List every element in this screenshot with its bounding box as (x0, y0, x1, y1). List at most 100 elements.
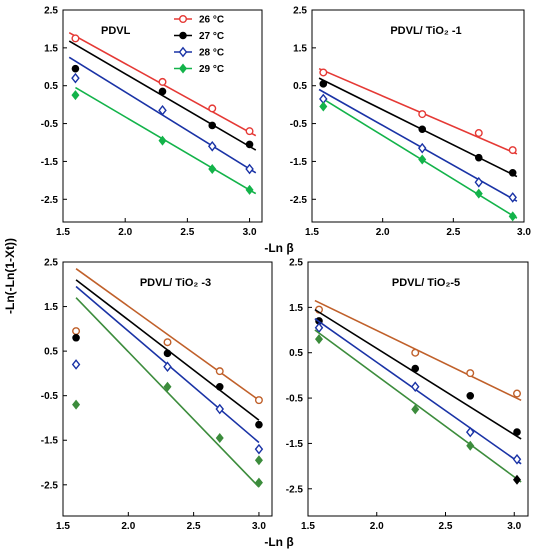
data-point (319, 101, 328, 112)
series-4 (72, 297, 263, 488)
data-point (410, 381, 420, 393)
x-tick-label: 3.0 (252, 521, 266, 532)
y-tick-label: -0.5 (290, 119, 308, 130)
x-tick-label: 2.5 (180, 227, 194, 238)
fit-line (314, 308, 522, 440)
data-point (508, 168, 517, 177)
data-point (208, 121, 217, 130)
panel-3: 1.5 2.0 2.5 3.0 2.5 1.5 0.5 -0.5 -1.5 -2.5 PDVL/ T… (41, 258, 273, 532)
series-1 (72, 268, 263, 405)
series-2 (72, 279, 263, 429)
panel-title: PDVL (101, 25, 131, 37)
data-point (71, 64, 80, 73)
legend-marker (179, 31, 187, 40)
data-point (72, 333, 80, 342)
plot-frame (307, 261, 529, 517)
data-point (418, 125, 427, 134)
x-tick-label: 1.5 (305, 227, 319, 238)
panel-1: 1.5 2.0 2.5 3.0 2.5 1.5 0.5 -0.5 -1.5 -2.5 PDVL 26 … (41, 6, 263, 238)
data-point (245, 140, 254, 149)
series-1 (318, 67, 518, 155)
y-tick-label: 1.5 (44, 302, 58, 313)
data-point (207, 140, 217, 152)
y-axis-label: -Ln(-Ln(1-Xt)) (3, 238, 17, 314)
data-point (163, 361, 172, 373)
data-point (163, 381, 172, 392)
legend-label: 27 °C (199, 31, 224, 42)
data-point (158, 87, 167, 96)
data-point (245, 127, 254, 136)
x-axis-label-top: -Ln β (264, 241, 293, 255)
data-point (465, 426, 475, 438)
data-point (474, 153, 483, 162)
y-tick-label: -2.5 (286, 484, 304, 495)
data-point (418, 154, 427, 165)
data-point (163, 338, 172, 347)
data-point (71, 72, 80, 84)
data-point (208, 104, 217, 113)
series-3 (71, 285, 264, 455)
y-tick-label: -1.5 (41, 436, 59, 447)
data-point (466, 392, 475, 400)
y-tick-label: 2.5 (293, 6, 307, 17)
legend-marker (178, 63, 188, 74)
plot-frame (62, 261, 273, 517)
panel-4: 1.5 2.0 2.5 3.0 2.5 1.5 0.5 -0.5 -1.5 -2.5 PDVL/ T… (286, 258, 529, 532)
data-point (512, 474, 522, 485)
y-tick-label: -0.5 (286, 394, 304, 405)
data-point (508, 211, 517, 222)
y-tick-label: 0.5 (293, 81, 307, 92)
data-point (245, 163, 254, 175)
x-tick-label: 3.0 (507, 521, 521, 532)
fit-line (314, 318, 522, 465)
data-point (72, 399, 81, 410)
data-point (71, 90, 80, 101)
data-point (474, 188, 483, 199)
x-tick-label: 1.5 (56, 227, 70, 238)
series-4 (71, 86, 257, 195)
x-tick-label: 1.5 (301, 521, 315, 532)
fit-line (318, 77, 518, 178)
x-tick-label: 2.0 (370, 521, 384, 532)
panel-title: PDVL/ TiO₂ -3 (140, 277, 211, 289)
y-tick-label: 0.5 (44, 347, 58, 358)
data-point (508, 192, 517, 203)
legend-label: 28 °C (199, 48, 224, 59)
data-point (418, 110, 427, 119)
data-point (474, 176, 484, 188)
series-4 (314, 329, 522, 483)
data-point (215, 367, 224, 376)
panel-title: PDVL/ TiO₂-5 (392, 277, 460, 289)
data-point (254, 443, 264, 455)
data-point (72, 327, 81, 336)
y-tick-label: 1.5 (44, 43, 58, 54)
legend-label: 29 °C (199, 64, 224, 75)
series-3 (314, 318, 522, 465)
series-2 (314, 308, 522, 440)
data-point (215, 403, 225, 415)
data-point (314, 322, 324, 334)
data-point (466, 369, 475, 378)
panel-title: PDVL/ TiO₂ -1 (390, 25, 461, 37)
x-tick-label: 3.0 (243, 227, 257, 238)
data-point (319, 68, 328, 77)
series-2 (68, 40, 257, 151)
data-point (466, 440, 475, 451)
y-tick-label: 2.5 (289, 258, 303, 269)
y-tick-label: -2.5 (290, 195, 308, 206)
plot-frame (311, 9, 525, 223)
x-tick-label: 2.5 (446, 227, 460, 238)
series-1 (68, 32, 257, 137)
x-tick-label: 2.5 (187, 521, 201, 532)
y-tick-label: 1.5 (293, 43, 307, 54)
y-tick-label: 0.5 (289, 348, 303, 359)
data-point (319, 80, 328, 88)
data-point (417, 142, 427, 154)
legend-marker (178, 14, 187, 23)
y-tick-label: -0.5 (41, 391, 59, 402)
x-tick-label: 2.0 (118, 227, 132, 238)
data-point (411, 348, 420, 357)
x-tick-label: 2.5 (439, 521, 453, 532)
data-point (254, 477, 263, 488)
y-tick-label: -0.5 (41, 119, 59, 130)
